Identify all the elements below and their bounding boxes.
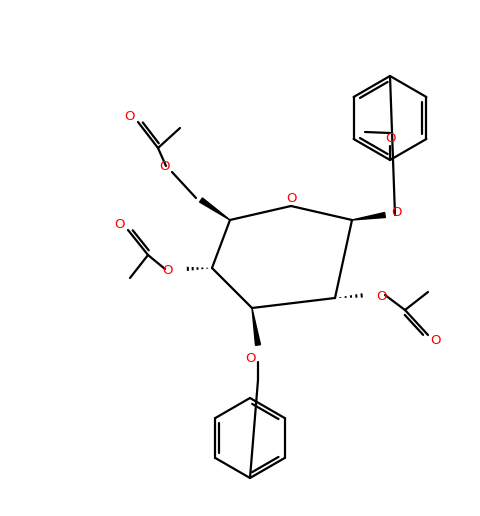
Polygon shape	[351, 213, 384, 220]
Text: O: O	[391, 205, 401, 218]
Text: O: O	[245, 351, 256, 364]
Polygon shape	[252, 308, 260, 345]
Text: O: O	[385, 132, 396, 144]
Text: O: O	[376, 291, 386, 303]
Polygon shape	[199, 198, 229, 220]
Text: O: O	[162, 265, 173, 278]
Text: O: O	[286, 191, 297, 204]
Text: O: O	[115, 218, 125, 232]
Text: O: O	[430, 333, 440, 347]
Text: O: O	[124, 110, 135, 123]
Text: O: O	[159, 159, 170, 172]
